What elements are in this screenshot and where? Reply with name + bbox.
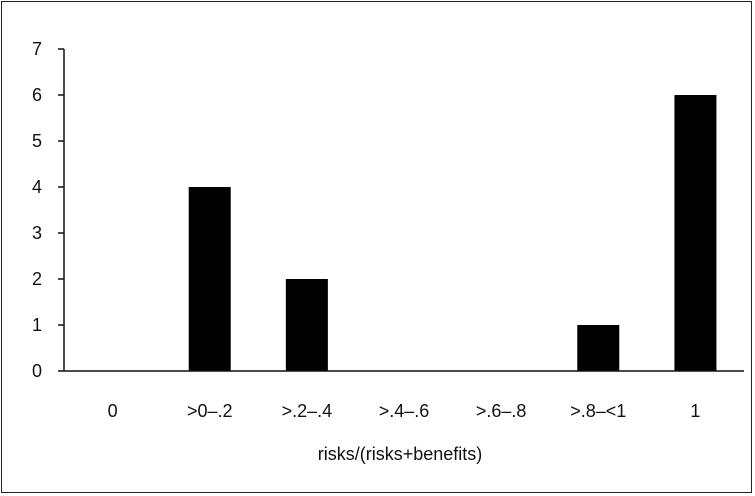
bar [285, 279, 328, 371]
y-axis: 0 1 2 3 4 5 6 7 [32, 39, 64, 381]
x-tick-label: >.8–<1 [570, 401, 626, 421]
bar [188, 187, 231, 371]
y-tick-label: 6 [32, 85, 42, 105]
x-axis: 0 >0–.2 >.2–.4 >.4–.6 >.6–.8 >.8–<1 1 [108, 401, 701, 421]
x-tick-label: >.6–.8 [476, 401, 527, 421]
x-tick-label: >0–.2 [187, 401, 233, 421]
y-tick-label: 0 [32, 361, 42, 381]
y-tick-label: 2 [32, 269, 42, 289]
bar [674, 95, 717, 371]
x-axis-title: risks/(risks+benefits) [318, 444, 483, 464]
x-tick-label: >.2–.4 [282, 401, 333, 421]
x-tick-label: 0 [108, 401, 118, 421]
x-tick-label: >.4–.6 [379, 401, 430, 421]
x-tick-label: 1 [690, 401, 700, 421]
y-tick-label: 1 [32, 315, 42, 335]
y-tick-label: 4 [32, 177, 42, 197]
bars [188, 95, 717, 371]
bar [577, 325, 620, 371]
y-tick-label: 7 [32, 39, 42, 59]
y-tick-label: 5 [32, 131, 42, 151]
y-tick-label: 3 [32, 223, 42, 243]
